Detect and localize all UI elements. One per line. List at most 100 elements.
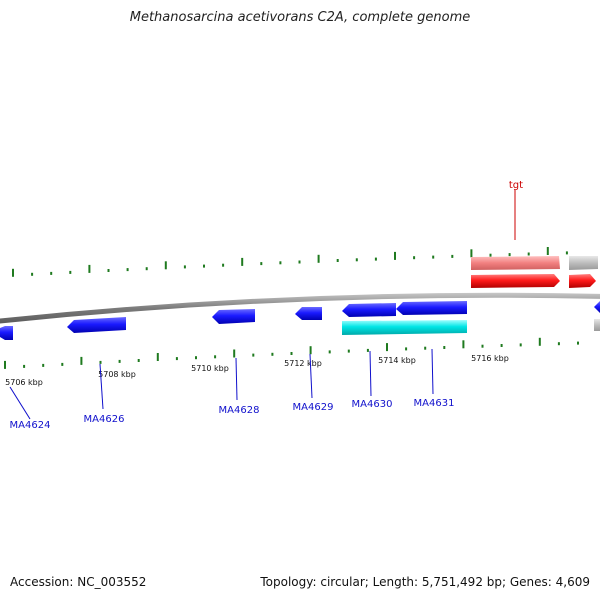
minor-tick — [61, 362, 64, 366]
major-tick — [156, 353, 159, 361]
major-tick — [394, 251, 396, 260]
cds-highlight-feature — [342, 320, 467, 335]
gene-label-ma4628: MA4628 — [219, 405, 260, 416]
scale-label-5710: 5710 kbp — [191, 364, 229, 373]
minor-tick — [366, 348, 369, 352]
minor-tick — [298, 260, 301, 264]
minor-tick — [432, 255, 435, 259]
genome-summary-text: Topology: circular; Length: 5,751,492 bp… — [260, 575, 590, 589]
gene-leader-ma4628 — [235, 357, 238, 401]
minor-tick — [279, 261, 282, 265]
genome-backbone — [0, 292, 600, 324]
minor-tick — [443, 346, 446, 349]
major-tick — [470, 249, 473, 258]
other-feature-right — [569, 256, 598, 270]
cds-ma4631 — [396, 301, 467, 315]
minor-tick — [126, 268, 129, 272]
major-tick — [546, 247, 549, 255]
scale-label-5714: 5714 kbp — [378, 356, 416, 365]
major-tick — [462, 340, 465, 349]
minor-tick — [519, 343, 522, 347]
minor-tick — [145, 267, 148, 271]
gene-label-ma4624: MA4624 — [10, 420, 51, 431]
minor-tick — [500, 344, 503, 347]
minor-tick — [214, 355, 217, 359]
accession-text: Accession: NC_003552 — [10, 575, 147, 589]
minor-tick — [195, 356, 197, 360]
minor-tick — [203, 264, 205, 268]
minor-tick — [107, 269, 110, 272]
major-tick — [538, 337, 541, 346]
trna-tgt-light-feature — [471, 256, 560, 270]
gene-leader-ma4624 — [9, 386, 31, 420]
gene-leader-ma4630 — [369, 350, 372, 397]
cds-ma4629 — [295, 307, 322, 320]
major-tick — [164, 261, 167, 270]
major-tick — [80, 356, 83, 365]
minor-tick — [557, 342, 560, 346]
minor-tick — [23, 364, 26, 368]
minor-tick — [175, 357, 178, 361]
gene-leader-ma4629 — [309, 353, 313, 399]
minor-tick — [336, 259, 339, 262]
minor-tick — [42, 363, 45, 367]
minor-tick — [69, 270, 72, 274]
scale-label-5712: 5712 kbp — [284, 359, 322, 368]
trna-feature-right — [569, 274, 596, 288]
minor-tick — [99, 360, 102, 364]
cds-right-edge — [594, 301, 600, 313]
major-tick — [4, 360, 6, 369]
minor-tick — [451, 254, 454, 258]
minor-tick — [489, 253, 492, 257]
cds-ma4630 — [342, 303, 396, 317]
minor-tick — [118, 359, 121, 363]
gene-label-ma4629: MA4629 — [293, 402, 334, 413]
major-tick — [309, 346, 312, 355]
minor-tick — [508, 253, 511, 257]
minor-tick — [260, 262, 263, 266]
minor-tick — [290, 352, 293, 355]
gene-leader-ma4631 — [431, 348, 434, 395]
major-tick — [88, 264, 91, 273]
minor-tick — [50, 271, 53, 275]
scale-label-5706: 5706 kbp — [5, 378, 43, 387]
minor-tick — [31, 272, 34, 276]
minor-tick — [355, 258, 358, 262]
minor-tick — [405, 347, 408, 351]
minor-tick — [347, 349, 350, 353]
major-tick — [241, 257, 244, 266]
major-tick — [233, 349, 236, 358]
gene-label-ma4630: MA4630 — [352, 399, 393, 410]
minor-tick — [222, 263, 225, 267]
cds-ma4628 — [212, 309, 255, 324]
gene-label-ma4626: MA4626 — [84, 414, 125, 425]
major-tick — [317, 254, 320, 263]
trna-label: tgt — [509, 180, 523, 191]
minor-tick — [413, 256, 416, 260]
minor-tick — [374, 257, 377, 261]
major-tick — [12, 268, 14, 277]
cds-ma4624 — [0, 326, 13, 340]
minor-tick — [527, 252, 530, 256]
cds-ma4626 — [67, 317, 126, 333]
minor-tick — [183, 265, 186, 269]
minor-tick — [424, 346, 427, 350]
gene-leader-ma4626 — [99, 363, 104, 410]
lower-tick-row — [4, 337, 579, 369]
trna-tgt-feature — [471, 274, 560, 288]
upper-tick-row — [12, 247, 568, 277]
scale-label-5708: 5708 kbp — [98, 370, 136, 379]
major-tick — [386, 343, 388, 352]
other-feature-lower-right — [594, 319, 600, 331]
page-title: Methanosarcina acetivorans C2A, complete… — [129, 10, 471, 25]
minor-tick — [137, 359, 140, 362]
minor-tick — [577, 341, 579, 345]
minor-tick — [252, 353, 255, 357]
minor-tick — [481, 344, 484, 348]
minor-tick — [271, 352, 274, 356]
gene-label-ma4631: MA4631 — [414, 398, 455, 409]
minor-tick — [565, 251, 568, 255]
scale-label-5716: 5716 kbp — [471, 354, 509, 363]
